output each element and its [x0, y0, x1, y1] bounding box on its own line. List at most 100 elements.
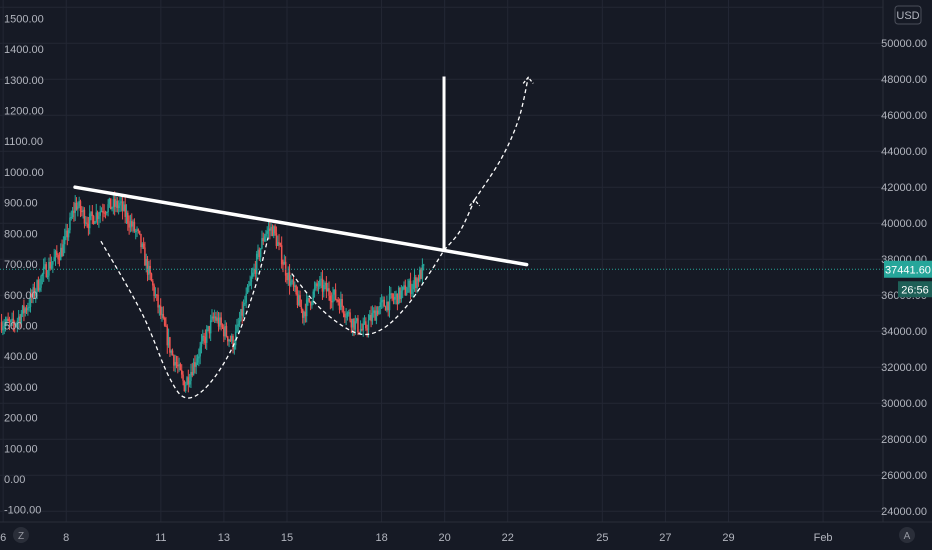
candle-body	[152, 281, 154, 286]
candle-body	[225, 325, 228, 337]
candle-body	[350, 320, 353, 328]
candle-body	[90, 211, 92, 214]
left-tick-label: 1300.00	[4, 75, 44, 87]
candle-body	[221, 324, 224, 328]
candle-body	[230, 335, 233, 342]
x-tick-label: 6	[0, 532, 6, 544]
candle-body	[404, 285, 407, 296]
candle-body	[287, 272, 290, 281]
candle-body	[257, 249, 259, 254]
x-tick-label: 11	[155, 532, 166, 544]
x-tick-label: 13	[218, 532, 230, 544]
right-tick-label: 42000.00	[881, 182, 927, 194]
candle-body	[334, 289, 337, 300]
candle-body	[20, 313, 23, 323]
candle-body	[17, 316, 20, 321]
candle-body	[99, 211, 101, 216]
candle-body	[174, 362, 176, 366]
candle-body	[234, 331, 237, 346]
candle-body	[359, 329, 362, 333]
candle-body	[233, 345, 236, 350]
candle-body	[227, 336, 229, 342]
candle-body	[96, 212, 99, 219]
candle-body	[67, 230, 70, 238]
candle-body	[12, 318, 15, 324]
right-tick-label: 40000.00	[881, 218, 927, 230]
candle-body	[112, 199, 115, 208]
right-tick-label: 30000.00	[881, 398, 927, 410]
candle-body	[411, 289, 413, 294]
neckline[interactable]	[73, 185, 529, 267]
candle-body	[409, 280, 412, 294]
auto-scale-badge[interactable]: A	[899, 527, 915, 543]
candle-body	[276, 242, 279, 246]
candle-body	[336, 299, 338, 301]
candle-body	[391, 293, 393, 299]
candle-body	[196, 358, 199, 363]
candle-body	[58, 259, 61, 261]
candle-body	[237, 324, 240, 326]
left-tick-label: 200.00	[4, 413, 38, 425]
candle-body	[117, 205, 120, 208]
candle-body	[371, 312, 374, 322]
left-axis: 1500.00 1400.00 1300.00 1200.00 1100.00 1000.…	[4, 13, 44, 516]
candle-body	[200, 341, 203, 347]
candle-body	[304, 311, 307, 317]
current-price-badge: 37441.60 26:56	[884, 260, 932, 298]
candle-body	[102, 210, 104, 213]
time-axis[interactable]: 6 8 11 13 15 18 20 22 25 27 29 Feb	[0, 532, 832, 544]
candle-body	[29, 293, 32, 307]
candle-body	[192, 362, 195, 376]
candle-body	[224, 325, 226, 337]
candle-body	[358, 332, 361, 334]
candle-body	[125, 212, 128, 217]
candle-body	[263, 236, 266, 242]
candle-body	[253, 268, 255, 273]
candle-body	[137, 229, 140, 231]
candle-body	[412, 284, 414, 290]
candle-body	[367, 320, 370, 331]
candle-body	[57, 255, 59, 260]
candle-body	[342, 306, 345, 314]
candle-body	[191, 372, 194, 376]
candle-body	[150, 273, 153, 282]
candle-body	[333, 289, 336, 295]
left-tick-label: 800.00	[4, 228, 38, 240]
candle-body	[123, 204, 125, 211]
candle-body	[215, 316, 217, 321]
candle-body	[63, 236, 66, 245]
currency-badge[interactable]: USD	[894, 5, 922, 25]
candle-body	[244, 302, 246, 305]
candle-body	[421, 264, 424, 279]
candle-body	[403, 285, 405, 287]
candle-body	[305, 299, 308, 317]
candle-body	[242, 304, 245, 316]
candle-body	[132, 221, 134, 227]
candle-body	[11, 318, 13, 321]
candle-body	[376, 310, 379, 315]
right-axis[interactable]: 50000.00 48000.00 46000.00 44000.00 42000.00…	[881, 38, 927, 518]
candle-body	[317, 285, 320, 287]
candle-body	[274, 226, 276, 234]
candle-body	[369, 314, 371, 321]
candle-body	[120, 201, 122, 203]
current-price-text: 37441.60	[885, 264, 931, 276]
candle-body	[279, 243, 282, 246]
right-tick-label: 34000.00	[881, 326, 927, 338]
candle-body	[262, 238, 265, 242]
candle-body	[198, 356, 200, 359]
candle-body	[266, 231, 268, 234]
left-tick-label: 1000.00	[4, 167, 44, 179]
candle-body	[241, 309, 243, 316]
candle-body	[407, 287, 409, 293]
candle-body	[131, 221, 133, 227]
candle-body	[341, 299, 343, 307]
candle-body	[75, 202, 78, 210]
candle-body	[245, 293, 247, 303]
timezone-badge[interactable]: Z	[13, 527, 29, 543]
projection-far-path	[474, 77, 529, 201]
candle-body	[400, 290, 403, 299]
candle-body	[161, 313, 163, 316]
